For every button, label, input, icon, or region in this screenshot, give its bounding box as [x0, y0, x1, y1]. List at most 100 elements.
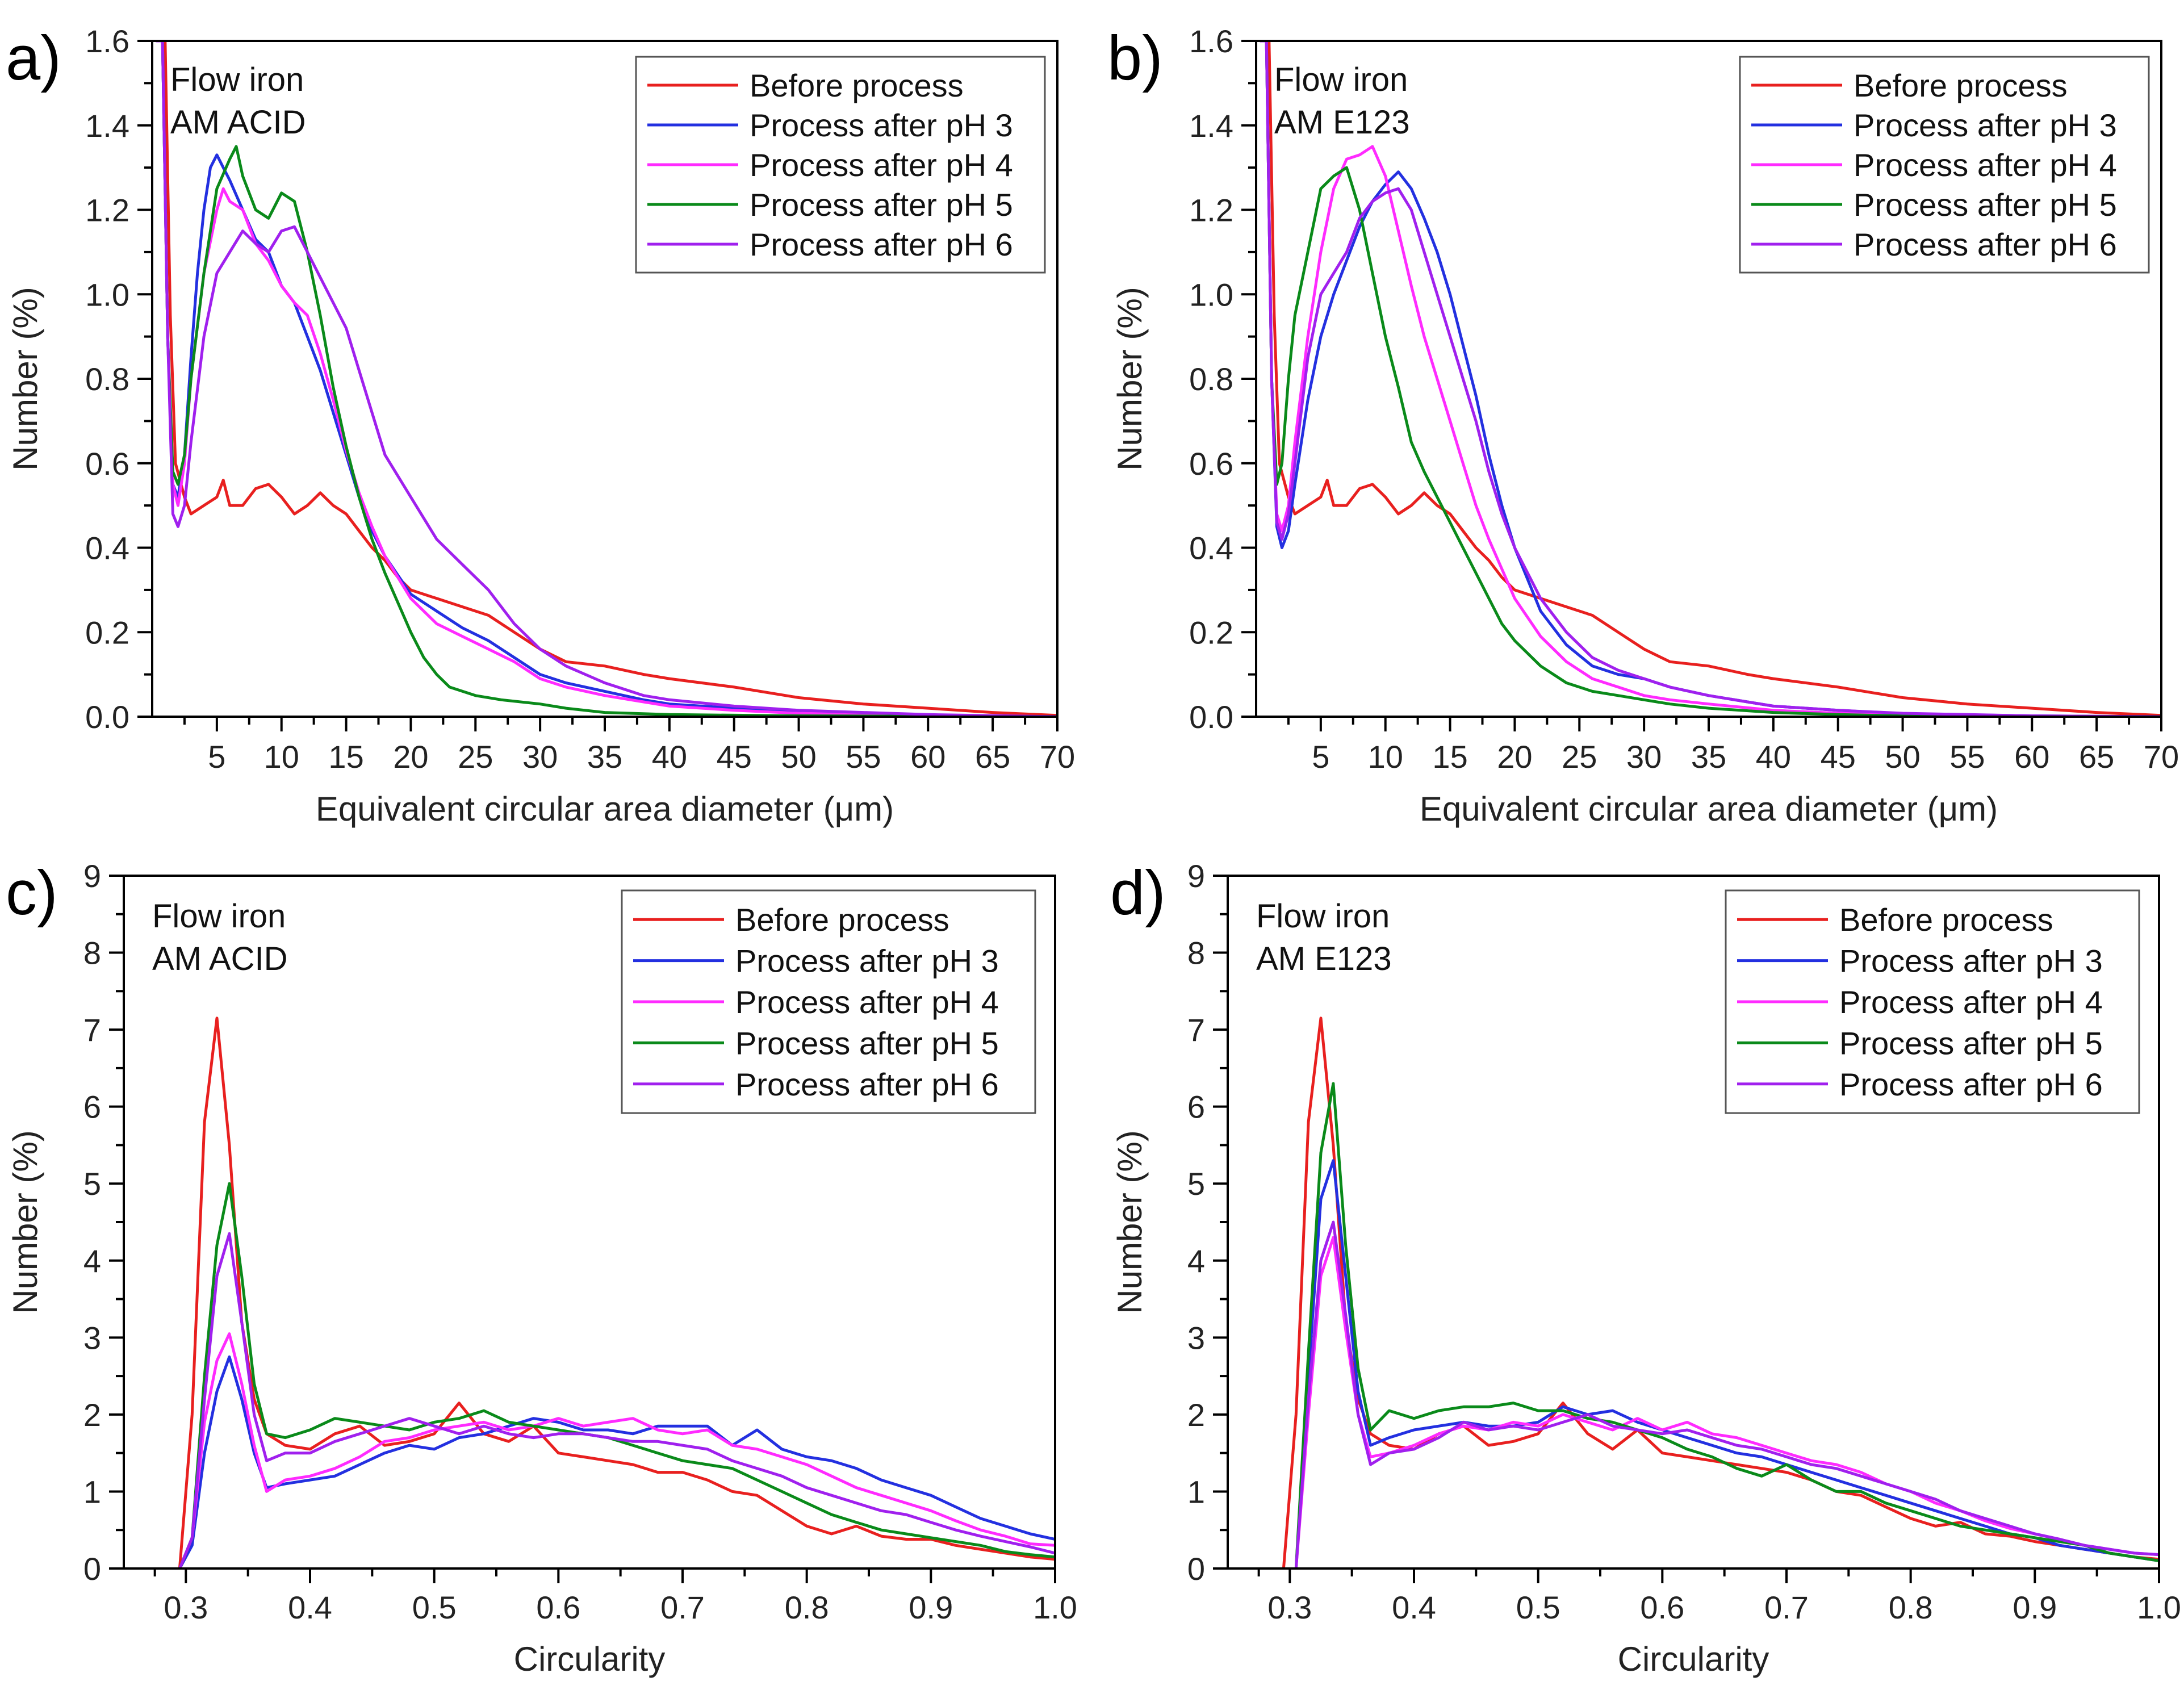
series-line-process-after-ph-4: [178, 1332, 1055, 1568]
legend: Before process Process after pH 3 Process …: [1739, 56, 2150, 274]
series-line-before-process: [178, 1017, 1055, 1568]
x-axis-label: Circularity: [1618, 1640, 1769, 1678]
series-line-process-after-ph-6: [178, 1232, 1055, 1568]
y-tick-label: 8: [83, 935, 101, 971]
series-line-process-after-ph-4: [1294, 1236, 2159, 1568]
x-axis-label: Equivalent circular area diameter (μm): [316, 790, 894, 828]
legend-label: Process after pH 3: [735, 943, 999, 979]
x-tick-label: 0.8: [785, 1590, 829, 1625]
y-axis-label: Number (%): [6, 287, 44, 470]
panel-label: c): [6, 858, 58, 928]
x-tick-label: 70: [1040, 739, 1075, 775]
x-tick-label: 15: [1432, 739, 1467, 775]
y-axis-label: Number (%): [1111, 287, 1149, 470]
panel-annotation: Flow iron: [170, 61, 304, 98]
y-tick-label: 0.2: [1189, 614, 1233, 650]
legend-label: Process after pH 3: [1854, 107, 2117, 143]
x-tick-label: 45: [717, 739, 752, 775]
y-tick-label: 6: [1187, 1089, 1205, 1125]
y-tick-label: 1.4: [1189, 108, 1233, 144]
x-tick-label: 65: [2079, 739, 2114, 775]
legend-label: Before process: [750, 68, 964, 103]
y-tick-label: 0.0: [1189, 699, 1233, 735]
legend-label: Process after pH 6: [750, 227, 1013, 262]
x-tick-label: 0.5: [412, 1590, 457, 1625]
legend-label: Process after pH 5: [735, 1025, 999, 1061]
series-line-process-after-ph-5: [1294, 1082, 2159, 1568]
y-tick-label: 2: [1187, 1397, 1205, 1433]
x-tick-label: 0.6: [1640, 1590, 1684, 1625]
x-axis-label: Equivalent circular area diameter (μm): [1420, 790, 1998, 828]
y-tick-label: 0.8: [85, 361, 129, 397]
x-tick-label: 5: [208, 739, 225, 775]
y-axis-label: Number (%): [1111, 1130, 1149, 1314]
x-tick-label: 0.7: [1764, 1590, 1809, 1625]
x-tick-label: 0.3: [1267, 1590, 1312, 1625]
legend: Before process Process after pH 3 Process …: [621, 889, 1036, 1114]
x-axis-label: Circularity: [514, 1640, 666, 1678]
x-tick-label: 30: [522, 739, 558, 775]
y-tick-label: 6: [83, 1089, 101, 1125]
x-tick-label: 1.0: [1033, 1590, 1077, 1625]
x-tick-label: 60: [2014, 739, 2049, 775]
legend-label: Process after pH 6: [735, 1066, 999, 1102]
panel-annotation: AM E123: [1256, 940, 1392, 977]
panel-annotation: Flow iron: [1256, 898, 1390, 935]
x-tick-label: 50: [781, 739, 816, 775]
series-line-process-after-ph-6: [1294, 1220, 2159, 1568]
x-tick-label: 0.7: [660, 1590, 705, 1625]
panel-annotation: AM ACID: [152, 940, 288, 977]
x-tick-label: 45: [1821, 739, 1856, 775]
y-tick-label: 7: [83, 1012, 101, 1048]
panel-annotation: Flow iron: [152, 898, 286, 935]
x-tick-label: 0.9: [909, 1590, 953, 1625]
x-tick-label: 65: [975, 739, 1010, 775]
series-line-before-process: [156, 41, 1057, 717]
x-tick-label: 30: [1626, 739, 1662, 775]
y-tick-label: 9: [1187, 858, 1205, 894]
y-tick-label: 5: [83, 1166, 101, 1202]
x-tick-label: 20: [1497, 739, 1532, 775]
x-tick-label: 10: [1368, 739, 1403, 775]
y-tick-label: 1: [83, 1474, 101, 1509]
y-tick-label: 0.4: [85, 530, 129, 566]
x-tick-label: 0.4: [1392, 1590, 1436, 1625]
x-tick-label: 40: [1756, 739, 1791, 775]
series-line-process-after-ph-3: [156, 41, 1057, 717]
legend-label: Before process: [1854, 68, 2068, 103]
y-tick-label: 3: [1187, 1320, 1205, 1356]
x-tick-label: 0.4: [288, 1590, 332, 1625]
x-tick-label: 60: [910, 739, 945, 775]
series-line-process-after-ph-5: [1260, 41, 2161, 717]
y-tick-label: 0.4: [1189, 530, 1233, 566]
x-tick-label: 1.0: [2137, 1590, 2181, 1625]
y-tick-label: 9: [83, 858, 101, 894]
y-tick-label: 0.6: [85, 446, 129, 482]
legend-label: Process after pH 4: [1854, 147, 2117, 183]
chart-panel-d: d) 0.3 0.4 0.5 0.6 0.7 0.8 0.9 1.0 0 1 2 3 4 5 6 7 8 9 Circ…: [1110, 858, 2181, 1678]
y-tick-label: 1.6: [1189, 23, 1233, 59]
legend-label: Process after pH 3: [750, 107, 1013, 143]
series-line-process-after-ph-3: [1294, 1159, 2159, 1568]
x-tick-label: 15: [328, 739, 363, 775]
panel-annotation: Flow iron: [1274, 61, 1408, 98]
series-line-process-after-ph-6: [1260, 41, 2161, 717]
series-line-process-after-ph-4: [1260, 41, 2161, 717]
y-tick-label: 0: [83, 1551, 101, 1587]
y-tick-label: 3: [83, 1320, 101, 1356]
y-tick-label: 5: [1187, 1166, 1205, 1202]
legend: Before process Process after pH 3 Process …: [635, 56, 1046, 274]
legend-label: Before process: [735, 902, 949, 938]
y-tick-label: 0.2: [85, 614, 129, 650]
x-tick-label: 25: [458, 739, 493, 775]
x-tick-label: 50: [1885, 739, 1920, 775]
x-tick-label: 70: [2144, 739, 2179, 775]
y-tick-label: 1: [1187, 1474, 1205, 1509]
y-tick-label: 1.2: [1189, 193, 1233, 228]
legend-label: Process after pH 5: [1854, 187, 2117, 223]
series-line-process-after-ph-5: [178, 1182, 1055, 1568]
panel-annotation: AM ACID: [170, 104, 306, 141]
legend-label: Process after pH 4: [750, 147, 1013, 183]
panel-annotation: AM E123: [1274, 104, 1410, 141]
